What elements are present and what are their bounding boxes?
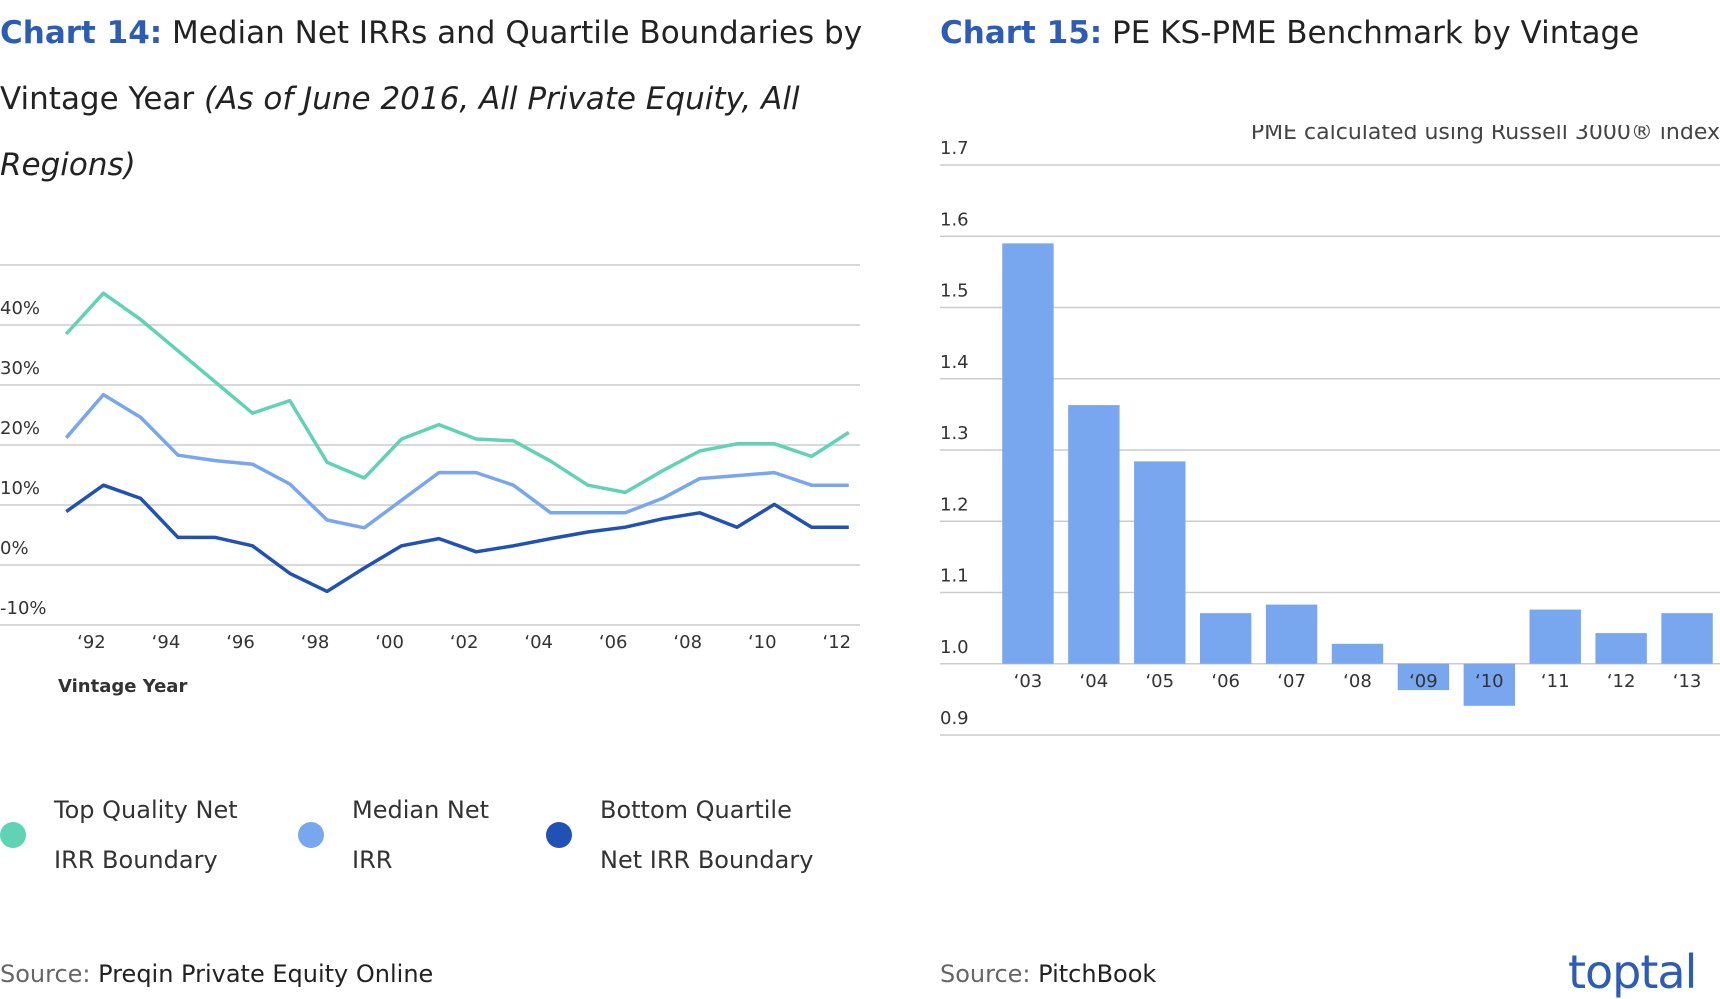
bar bbox=[1068, 405, 1120, 664]
legend: Top Quality Net IRR Boundary Median Net I… bbox=[0, 785, 820, 885]
x-tick-label: ‘12 bbox=[1607, 671, 1636, 692]
y-tick-label: 1.7 bbox=[940, 138, 969, 159]
x-tick-label: ‘10 bbox=[1475, 671, 1504, 692]
x-tick-label: ‘98 bbox=[301, 632, 330, 653]
bar bbox=[1134, 461, 1186, 664]
x-axis-label: Vintage Year bbox=[58, 676, 187, 697]
bar bbox=[1397, 663, 1450, 691]
series-line bbox=[65, 483, 849, 594]
y-tick-label: 0% bbox=[0, 538, 29, 559]
y-tick-label: 1.0 bbox=[940, 637, 969, 658]
x-tick-label: ‘10 bbox=[748, 632, 777, 653]
x-tick-label: ‘09 bbox=[1409, 671, 1438, 692]
source-text: PitchBook bbox=[1038, 960, 1157, 988]
chart-14-title: Chart 14: Median Net IRRs and Quartile B… bbox=[0, 0, 910, 198]
source-text: Preqin Private Equity Online bbox=[98, 960, 434, 988]
x-tick-label: ‘04 bbox=[524, 632, 553, 653]
legend-label: Median Net IRR bbox=[352, 796, 490, 874]
series-line bbox=[64, 291, 850, 495]
y-tick-label: 1.6 bbox=[940, 209, 969, 230]
x-tick-label: ‘00 bbox=[375, 632, 404, 653]
legend-swatch bbox=[546, 822, 572, 848]
y-tick-label: 30% bbox=[0, 358, 40, 379]
y-tick-label: 50% bbox=[0, 255, 40, 259]
x-tick-label: ‘04 bbox=[1080, 671, 1109, 692]
y-tick-label: 1.3 bbox=[940, 423, 969, 444]
source: Source: Preqin Private Equity Online bbox=[0, 960, 433, 988]
y-tick-label: -10% bbox=[0, 598, 47, 619]
x-tick-label: ‘94 bbox=[152, 632, 181, 653]
x-tick-label: ‘07 bbox=[1277, 671, 1306, 692]
y-tick-label: 40% bbox=[0, 298, 40, 319]
y-tick-label: 1.2 bbox=[940, 494, 969, 515]
title: Median Net IRRs and Quartile Boundaries … bbox=[0, 15, 863, 117]
bar bbox=[1002, 243, 1054, 664]
bar bbox=[1199, 613, 1252, 664]
y-tick-label: 1.1 bbox=[940, 566, 969, 587]
title-prefix: Chart 14: bbox=[0, 15, 163, 51]
source: Source: PitchBook bbox=[940, 960, 1156, 988]
x-tick-label: ‘06 bbox=[1211, 671, 1240, 692]
legend-swatch bbox=[0, 822, 26, 848]
bar bbox=[1463, 663, 1516, 706]
source-label: Source: bbox=[0, 960, 91, 988]
source-label: Source: bbox=[940, 960, 1031, 988]
logo: toptal bbox=[1568, 945, 1697, 999]
x-tick-label: ‘08 bbox=[673, 632, 702, 653]
legend-item: Top Quality Net IRR Boundary bbox=[0, 785, 254, 885]
x-tick-label: ‘11 bbox=[1541, 671, 1570, 692]
bar bbox=[1331, 643, 1384, 664]
bar bbox=[1265, 604, 1318, 664]
x-tick-label: ‘05 bbox=[1145, 671, 1174, 692]
x-tick-label: ‘12 bbox=[822, 632, 851, 653]
title-prefix: Chart 15: bbox=[940, 15, 1103, 51]
x-tick-label: ‘02 bbox=[450, 632, 479, 653]
x-tick-label: ‘13 bbox=[1673, 671, 1702, 692]
x-tick-label: ‘06 bbox=[599, 632, 628, 653]
legend-label: Bottom Quartile Net IRR Boundary bbox=[600, 796, 814, 874]
bar bbox=[1529, 609, 1581, 664]
legend-swatch bbox=[298, 822, 324, 848]
y-tick-label: 1.5 bbox=[940, 281, 969, 302]
subtitle: (As of June 2016, All Private Equity, Al… bbox=[0, 81, 800, 183]
line-chart: 50% 40% 30% 20% 10% 0% -10% ‘92 ‘94 ‘96 ‘98 ‘00 ‘02 ‘… bbox=[0, 255, 860, 697]
legend-item: Bottom Quartile Net IRR Boundary bbox=[546, 785, 820, 885]
y-tick-label: 20% bbox=[0, 418, 40, 439]
chart-15-title: Chart 15: PE KS-PME Benchmark by Vintage bbox=[940, 0, 1720, 66]
title: PE KS-PME Benchmark by Vintage bbox=[1112, 15, 1640, 51]
y-tick-label: 1.4 bbox=[940, 352, 969, 373]
x-tick-label: ‘03 bbox=[1014, 671, 1043, 692]
legend-item: Median Net IRR bbox=[298, 785, 502, 885]
annotation: PME calculated using Russell 3000® index bbox=[1251, 125, 1720, 145]
x-tick-label: ‘08 bbox=[1343, 671, 1372, 692]
bar bbox=[1661, 613, 1713, 664]
bar-chart: PME calculated using Russell 3000® index… bbox=[940, 125, 1720, 736]
legend-label: Top Quality Net IRR Boundary bbox=[54, 796, 238, 874]
series-line bbox=[64, 392, 849, 530]
x-tick-label: ‘92 bbox=[77, 632, 106, 653]
y-tick-label: 0.9 bbox=[940, 708, 969, 729]
y-tick-label: 10% bbox=[0, 478, 40, 499]
bar bbox=[1595, 633, 1647, 664]
x-tick-label: ‘96 bbox=[226, 632, 255, 653]
